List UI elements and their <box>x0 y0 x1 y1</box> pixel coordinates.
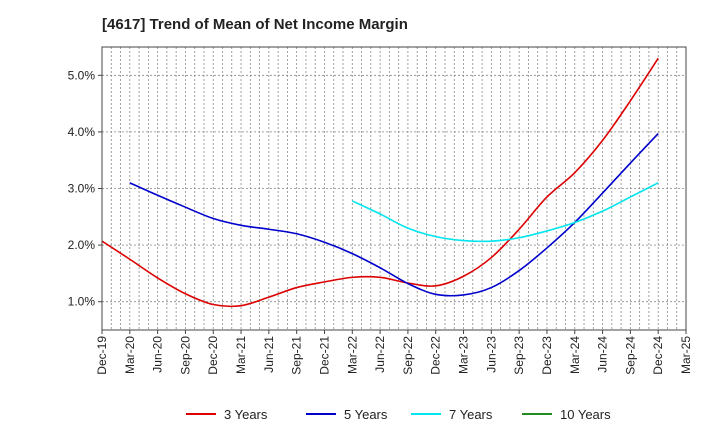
legend-label: 3 Years <box>224 407 268 422</box>
legend: 3 Years 5 Years 7 Years 10 Years <box>186 407 611 422</box>
x-tick-label: Mar-21 <box>234 336 248 374</box>
x-tick-label: Sep-21 <box>290 336 304 375</box>
x-tick-label: Dec-20 <box>206 336 220 375</box>
legend-label: 5 Years <box>344 407 388 422</box>
legend-item: 3 Years <box>186 407 268 422</box>
y-tick-label: 3.0% <box>68 182 96 196</box>
x-tick-label: Jun-22 <box>373 336 387 373</box>
legend-label: 10 Years <box>560 407 611 422</box>
x-tick-label: Sep-20 <box>178 336 192 375</box>
series-line-5-years <box>129 133 659 297</box>
x-tick-label: Mar-25 <box>679 336 693 374</box>
x-tick-label: Jun-24 <box>596 336 610 373</box>
x-tick-label: Dec-23 <box>540 336 554 375</box>
x-tick-label: Mar-24 <box>568 336 582 374</box>
axes: 1.0% 2.0% 3.0% 4.0% 5.0% Dec-19 Mar-20 Jun-20 Se… <box>68 46 693 375</box>
x-tick-label: Sep-24 <box>623 336 637 375</box>
x-tick-label: Mar-20 <box>123 336 137 374</box>
x-tick-label: Dec-24 <box>651 336 665 375</box>
x-tick-label: Jun-23 <box>484 336 498 373</box>
x-tick-label: Jun-20 <box>151 336 165 373</box>
x-tick-label: Dec-19 <box>95 336 109 375</box>
series-line-7-years <box>351 182 659 243</box>
y-tick-label: 5.0% <box>68 68 96 82</box>
x-tick-label: Jun-21 <box>262 336 276 373</box>
x-tick-label: Sep-23 <box>512 336 526 375</box>
x-tick-label: Mar-22 <box>345 336 359 374</box>
series-line-3-years <box>101 57 659 308</box>
y-tick-label: 2.0% <box>68 238 96 252</box>
legend-item: 10 Years <box>522 407 611 422</box>
y-tick-label: 4.0% <box>68 125 96 139</box>
legend-item: 7 Years <box>411 407 493 422</box>
x-tick-label: Mar-23 <box>457 336 471 374</box>
y-tick-label: 1.0% <box>68 295 96 309</box>
legend-label: 7 Years <box>449 407 493 422</box>
grid <box>102 47 686 330</box>
x-tick-label: Dec-21 <box>317 336 331 375</box>
legend-item: 5 Years <box>306 407 388 422</box>
x-tick-label: Sep-22 <box>401 336 415 375</box>
x-tick-label: Dec-22 <box>429 336 443 375</box>
chart-title: [4617] Trend of Mean of Net Income Margi… <box>102 16 408 33</box>
series-lines <box>101 57 659 308</box>
